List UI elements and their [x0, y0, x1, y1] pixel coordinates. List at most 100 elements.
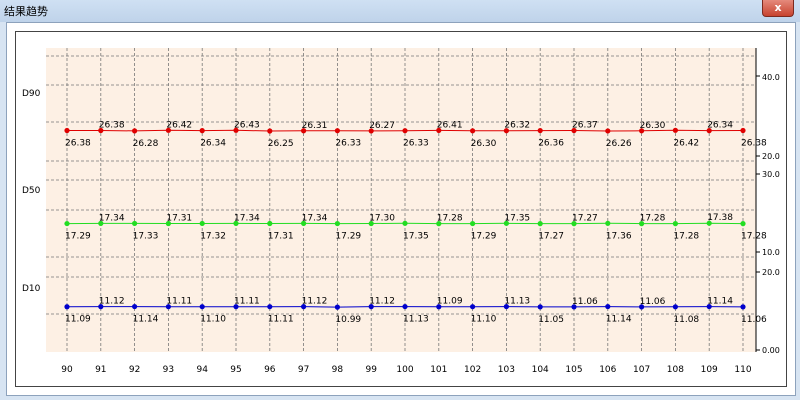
y-tick-label: 20.0 [762, 268, 780, 277]
x-tick-label: 97 [298, 365, 309, 375]
data-label: 17.28 [741, 232, 767, 242]
plot-background [46, 48, 756, 352]
data-point [402, 220, 408, 226]
data-point [132, 303, 138, 310]
data-point [503, 128, 509, 134]
x-tick-label: 95 [230, 365, 241, 375]
data-label: 11.13 [504, 297, 530, 307]
x-tick-label: 96 [264, 365, 276, 375]
data-label: 26.26 [606, 139, 632, 149]
data-label: 11.12 [302, 297, 328, 307]
data-point [639, 128, 645, 134]
x-tick-label: 100 [396, 365, 413, 375]
data-point [470, 128, 476, 134]
data-label: 17.36 [606, 231, 632, 241]
data-label: 17.31 [166, 213, 192, 223]
data-point [98, 304, 104, 310]
data-label: 26.37 [572, 121, 598, 131]
data-label: 26.25 [268, 139, 294, 149]
data-point [740, 127, 746, 134]
x-tick-label: 107 [633, 365, 650, 375]
data-point [132, 220, 138, 227]
x-tick-label: 110 [734, 365, 751, 375]
data-point [537, 304, 543, 310]
x-tick-label: 90 [61, 365, 73, 375]
data-point [571, 221, 577, 227]
data-label: 11.06 [741, 315, 767, 325]
data-point [165, 220, 171, 227]
data-point [706, 128, 712, 134]
data-label: 17.34 [302, 213, 328, 223]
data-point [301, 220, 307, 226]
x-tick-label: 91 [95, 365, 106, 375]
data-label: 17.35 [403, 231, 429, 241]
data-point [571, 304, 577, 310]
data-point [470, 304, 476, 310]
data-point [672, 221, 679, 227]
close-button[interactable]: x [762, 0, 794, 17]
x-tick-label: 93 [163, 365, 174, 375]
data-point [470, 220, 476, 227]
data-point [740, 304, 746, 310]
data-point [199, 128, 205, 134]
y-tick-label: 40.0 [762, 73, 780, 82]
data-point [334, 220, 340, 227]
panel-label-d10: D10 [22, 284, 41, 294]
data-point [267, 128, 273, 134]
data-point [503, 220, 509, 226]
data-point [199, 304, 205, 310]
data-label: 26.42 [166, 120, 192, 130]
data-label: 17.35 [504, 213, 530, 223]
data-point [267, 304, 273, 310]
data-label: 11.06 [640, 297, 666, 307]
data-point [503, 303, 509, 310]
data-point [672, 304, 679, 310]
data-label: 26.34 [707, 121, 733, 131]
data-label: 17.34 [99, 213, 125, 223]
data-point [165, 127, 171, 133]
data-label: 17.29 [471, 232, 497, 242]
x-tick-label: 99 [365, 365, 377, 375]
data-point [639, 221, 645, 227]
data-label: 11.11 [268, 315, 294, 325]
data-label: 11.10 [471, 315, 497, 325]
data-point [368, 220, 374, 227]
data-label: 17.27 [538, 232, 564, 242]
x-tick-label: 108 [667, 365, 684, 375]
data-point [571, 127, 577, 134]
data-point [98, 127, 104, 134]
x-tick-label: 101 [430, 365, 447, 375]
data-point [233, 127, 239, 133]
data-point [639, 304, 645, 310]
data-point [402, 128, 408, 134]
data-label: 26.33 [335, 139, 361, 149]
data-label: 26.38 [741, 138, 767, 148]
y-tick-label: 0.00 [762, 346, 780, 355]
data-label: 17.33 [133, 231, 159, 241]
data-label: 10.99 [335, 315, 361, 325]
trend-chart: 90 91 92 93 94 95 96 97 98 99 100 101 102 103 104 105 10… [22, 48, 780, 375]
data-point [334, 304, 340, 310]
data-label: 11.09 [437, 297, 463, 307]
y-tick-label: 10.0 [762, 248, 780, 257]
data-label: 26.41 [437, 120, 463, 130]
data-label: 17.34 [234, 213, 260, 223]
data-label: 11.14 [133, 315, 159, 325]
data-point [368, 128, 374, 134]
data-label: 17.31 [268, 231, 294, 241]
x-tick-label: 106 [599, 365, 616, 375]
data-label: 26.30 [640, 121, 666, 131]
data-label: 11.12 [99, 297, 125, 307]
data-label: 11.09 [65, 315, 91, 325]
data-label: 11.12 [369, 297, 395, 307]
data-point [402, 303, 408, 310]
data-point [64, 220, 70, 227]
data-point [436, 127, 442, 133]
x-tick-label: 92 [129, 365, 140, 375]
data-point [301, 304, 307, 310]
data-label: 17.38 [707, 213, 733, 223]
x-tick-label: 104 [532, 365, 549, 375]
x-tick-label: 94 [196, 365, 208, 375]
data-point [64, 127, 70, 134]
data-point [537, 127, 543, 134]
